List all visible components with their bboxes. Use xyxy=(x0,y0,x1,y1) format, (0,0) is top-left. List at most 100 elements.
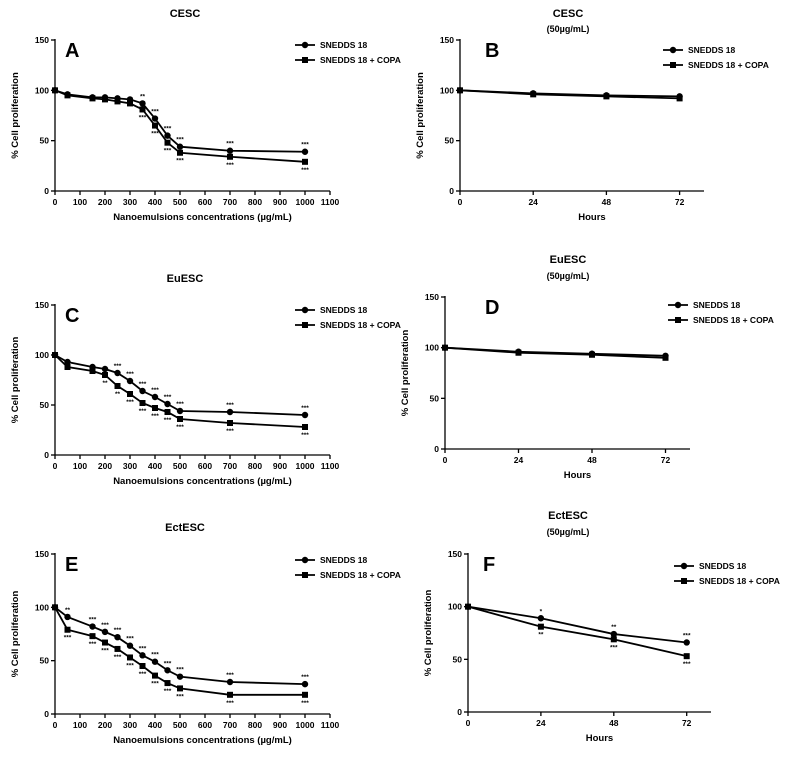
data-point xyxy=(151,115,159,122)
significance-label: *** xyxy=(151,413,159,420)
data-point xyxy=(227,153,233,160)
significance-label: *** xyxy=(164,417,172,424)
y-tick-label: 150 xyxy=(35,300,49,310)
y-axis-label: % Cell proliferation xyxy=(415,72,426,159)
significance-label: *** xyxy=(114,627,122,634)
series-snedds-18-copa: *** *** *** *** *** *** *** *** *** *** *** xyxy=(52,604,309,707)
significance-label: ** xyxy=(115,391,121,398)
data-point xyxy=(164,680,171,687)
data-point xyxy=(530,91,537,98)
data-point xyxy=(152,405,158,411)
significance-label: *** xyxy=(176,693,184,700)
x-tick-label: 24 xyxy=(536,718,546,728)
data-point xyxy=(603,93,610,100)
data-point xyxy=(302,691,308,698)
significance-label: *** xyxy=(226,428,234,435)
x-tick-label: 800 xyxy=(248,197,262,207)
legend: SNEDDS 18 SNEDDS 18 + COPA xyxy=(295,555,401,580)
legend: SNEDDS 18 SNEDDS 18 + COPA xyxy=(674,561,780,586)
data-point xyxy=(176,143,184,150)
significance-label: *** xyxy=(126,662,134,669)
x-axis-label: Hours xyxy=(578,212,605,223)
x-tick-label: 0 xyxy=(53,197,58,207)
chart-title: EctESC xyxy=(165,522,205,534)
x-tick-label: 1000 xyxy=(296,461,315,471)
y-tick-label: 50 xyxy=(430,393,440,403)
data-point xyxy=(177,416,183,422)
panel-letter: C xyxy=(65,305,79,327)
data-point xyxy=(101,365,109,373)
x-tick-label: 800 xyxy=(248,720,262,730)
data-point xyxy=(89,95,96,102)
x-tick-label: 48 xyxy=(602,197,612,207)
legend-marker xyxy=(301,556,309,564)
series-line xyxy=(444,346,666,359)
significance-label: *** xyxy=(151,387,159,394)
axes xyxy=(441,296,690,453)
chart-panel-f: EctESC (50µg/mL) F 0 50 100 150 0 24 48 72 Hours % C… xyxy=(423,510,780,744)
data-point xyxy=(164,139,171,146)
data-point xyxy=(465,603,471,610)
legend: SNEDDS 18 SNEDDS 18 + COPA xyxy=(663,45,769,70)
significance-label: *** xyxy=(139,408,147,415)
x-tick-label: 1100 xyxy=(321,461,340,471)
y-tick-label: 150 xyxy=(448,549,462,559)
series-snedds-18: *** *** *** *** *** *** *** *** xyxy=(51,351,309,419)
series-snedds-18: ****** xyxy=(464,603,691,646)
x-tick-label: 700 xyxy=(223,461,237,471)
y-tick-label: 0 xyxy=(44,186,49,196)
legend-label: SNEDDS 18 xyxy=(693,300,741,310)
significance-label: ** xyxy=(538,632,544,639)
y-tick-label: 50 xyxy=(40,400,50,410)
data-point xyxy=(301,148,309,155)
legend-marker xyxy=(302,572,308,578)
data-point xyxy=(139,400,146,406)
x-tick-label: 100 xyxy=(73,197,87,207)
y-axis-label: % Cell proliferation xyxy=(400,330,411,417)
axes xyxy=(51,39,331,195)
data-point xyxy=(227,420,233,426)
data-point xyxy=(126,377,134,385)
y-tick-label: 150 xyxy=(35,549,49,559)
significance-label: *** xyxy=(301,142,309,149)
data-point xyxy=(589,351,595,358)
y-tick-label: 100 xyxy=(35,602,49,612)
significance-label: *** xyxy=(139,645,147,652)
data-point xyxy=(126,642,134,649)
series-line xyxy=(54,354,306,416)
significance-label: *** xyxy=(683,661,691,668)
data-point xyxy=(301,680,309,688)
x-tick-label: 600 xyxy=(198,720,212,730)
data-point xyxy=(127,654,133,661)
data-point xyxy=(64,626,71,633)
legend-label: SNEDDS 18 xyxy=(320,305,368,315)
significance-label: *** xyxy=(164,394,172,401)
legend-label: SNEDDS 18 xyxy=(320,555,368,565)
significance-label: *** xyxy=(301,167,309,174)
data-point xyxy=(127,100,133,107)
legend-marker xyxy=(681,578,687,584)
data-point xyxy=(164,667,171,674)
legend-label: SNEDDS 18 + COPA xyxy=(320,320,401,330)
x-tick-label: 200 xyxy=(98,461,112,471)
chart-panel-d: EuESC (50µg/mL) D 0 50 100 150 0 24 48 72 Hours % Ce… xyxy=(400,254,774,481)
chart-title: CESC xyxy=(170,8,201,20)
data-point xyxy=(64,364,71,370)
chart-title: EuESC xyxy=(550,254,587,266)
data-point xyxy=(64,358,71,366)
x-tick-label: 72 xyxy=(682,718,692,728)
significance-label: *** xyxy=(126,399,134,406)
x-tick-label: 1100 xyxy=(321,720,340,730)
y-tick-label: 100 xyxy=(35,350,49,360)
data-point xyxy=(89,368,96,374)
x-tick-label: 700 xyxy=(223,197,237,207)
legend-marker xyxy=(669,46,677,54)
y-tick-label: 100 xyxy=(425,343,439,353)
legend-marker xyxy=(670,62,676,68)
y-axis-label: % Cell proliferation xyxy=(10,72,21,159)
data-point xyxy=(226,147,234,154)
data-point xyxy=(52,87,58,94)
legend-marker xyxy=(302,57,308,63)
data-point xyxy=(114,383,121,389)
chart-panel-b: CESC (50µg/mL) B 0 50 100 150 0 24 48 72 Hours % Cel… xyxy=(415,8,769,223)
